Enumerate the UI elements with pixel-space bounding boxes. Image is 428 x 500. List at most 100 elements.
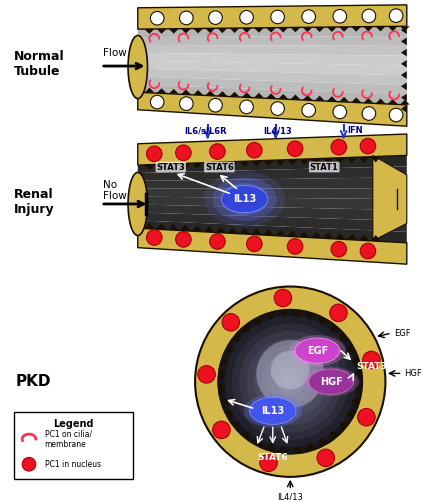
Text: HGF: HGF [320, 376, 342, 386]
Polygon shape [401, 60, 407, 68]
Polygon shape [318, 314, 331, 325]
Polygon shape [347, 234, 357, 239]
Circle shape [209, 98, 222, 112]
Polygon shape [303, 28, 312, 32]
Polygon shape [278, 94, 288, 99]
Polygon shape [193, 90, 203, 95]
Ellipse shape [309, 369, 354, 394]
Circle shape [287, 238, 303, 254]
Polygon shape [193, 28, 203, 34]
Polygon shape [138, 134, 407, 165]
Polygon shape [223, 341, 234, 354]
Polygon shape [145, 88, 154, 92]
Circle shape [331, 242, 347, 257]
Circle shape [333, 10, 347, 23]
Polygon shape [303, 95, 312, 100]
Circle shape [360, 138, 376, 154]
Polygon shape [340, 422, 351, 433]
Polygon shape [304, 310, 318, 320]
Polygon shape [157, 29, 166, 34]
Polygon shape [327, 27, 337, 32]
Circle shape [287, 141, 303, 156]
Polygon shape [340, 330, 351, 341]
Polygon shape [138, 188, 407, 199]
Polygon shape [276, 230, 285, 235]
Text: HGF: HGF [404, 369, 422, 378]
Circle shape [276, 367, 305, 396]
Polygon shape [145, 223, 154, 228]
Polygon shape [266, 94, 276, 98]
Ellipse shape [128, 36, 148, 98]
Polygon shape [138, 166, 407, 181]
Circle shape [195, 286, 386, 477]
Polygon shape [138, 196, 407, 210]
Text: IL4/13: IL4/13 [277, 492, 303, 500]
Text: PC1 on cilia/
membrane: PC1 on cilia/ membrane [45, 430, 92, 448]
Polygon shape [311, 159, 321, 164]
Polygon shape [157, 88, 166, 93]
Polygon shape [157, 224, 166, 229]
Circle shape [389, 108, 403, 122]
Text: Renal
Injury: Renal Injury [13, 188, 54, 216]
Polygon shape [290, 446, 304, 454]
Polygon shape [216, 162, 226, 168]
Circle shape [146, 230, 162, 246]
Polygon shape [240, 228, 250, 234]
Circle shape [247, 236, 262, 252]
Polygon shape [138, 45, 407, 56]
Circle shape [222, 314, 240, 331]
Polygon shape [376, 98, 385, 103]
Polygon shape [262, 310, 276, 320]
Circle shape [209, 11, 222, 24]
Polygon shape [327, 96, 337, 101]
Polygon shape [388, 99, 398, 104]
Polygon shape [401, 82, 407, 90]
Ellipse shape [221, 183, 268, 215]
Polygon shape [376, 26, 385, 32]
Polygon shape [157, 164, 166, 170]
Polygon shape [373, 156, 407, 241]
Polygon shape [311, 232, 321, 237]
Polygon shape [145, 29, 154, 34]
Circle shape [232, 324, 348, 440]
Ellipse shape [244, 394, 302, 428]
Polygon shape [347, 158, 357, 164]
Polygon shape [138, 220, 407, 243]
Circle shape [358, 408, 375, 426]
Circle shape [261, 352, 319, 411]
Polygon shape [138, 212, 407, 232]
Polygon shape [347, 410, 357, 422]
Polygon shape [354, 382, 363, 396]
Polygon shape [264, 160, 273, 166]
Polygon shape [138, 5, 407, 29]
Circle shape [271, 102, 285, 116]
Polygon shape [138, 177, 407, 189]
Circle shape [330, 304, 347, 322]
Polygon shape [363, 98, 373, 103]
Polygon shape [217, 91, 227, 96]
Polygon shape [354, 368, 363, 382]
Polygon shape [138, 76, 407, 95]
Circle shape [198, 366, 215, 383]
Circle shape [210, 144, 225, 160]
Polygon shape [401, 71, 407, 79]
Polygon shape [138, 36, 407, 46]
Text: IL6/sIL6R: IL6/sIL6R [184, 126, 227, 136]
Polygon shape [331, 431, 342, 442]
Polygon shape [278, 28, 288, 32]
Polygon shape [288, 230, 297, 236]
Text: STAT1: STAT1 [310, 162, 339, 172]
Polygon shape [138, 53, 407, 66]
Text: IL4/13: IL4/13 [263, 126, 292, 136]
Polygon shape [318, 438, 331, 449]
Polygon shape [400, 26, 410, 31]
Circle shape [240, 10, 253, 24]
Polygon shape [371, 156, 380, 162]
Circle shape [213, 421, 230, 438]
Polygon shape [217, 382, 226, 396]
Polygon shape [288, 160, 297, 166]
Polygon shape [181, 28, 191, 34]
Text: IL13: IL13 [261, 406, 284, 416]
Polygon shape [400, 100, 410, 104]
Polygon shape [254, 28, 264, 32]
